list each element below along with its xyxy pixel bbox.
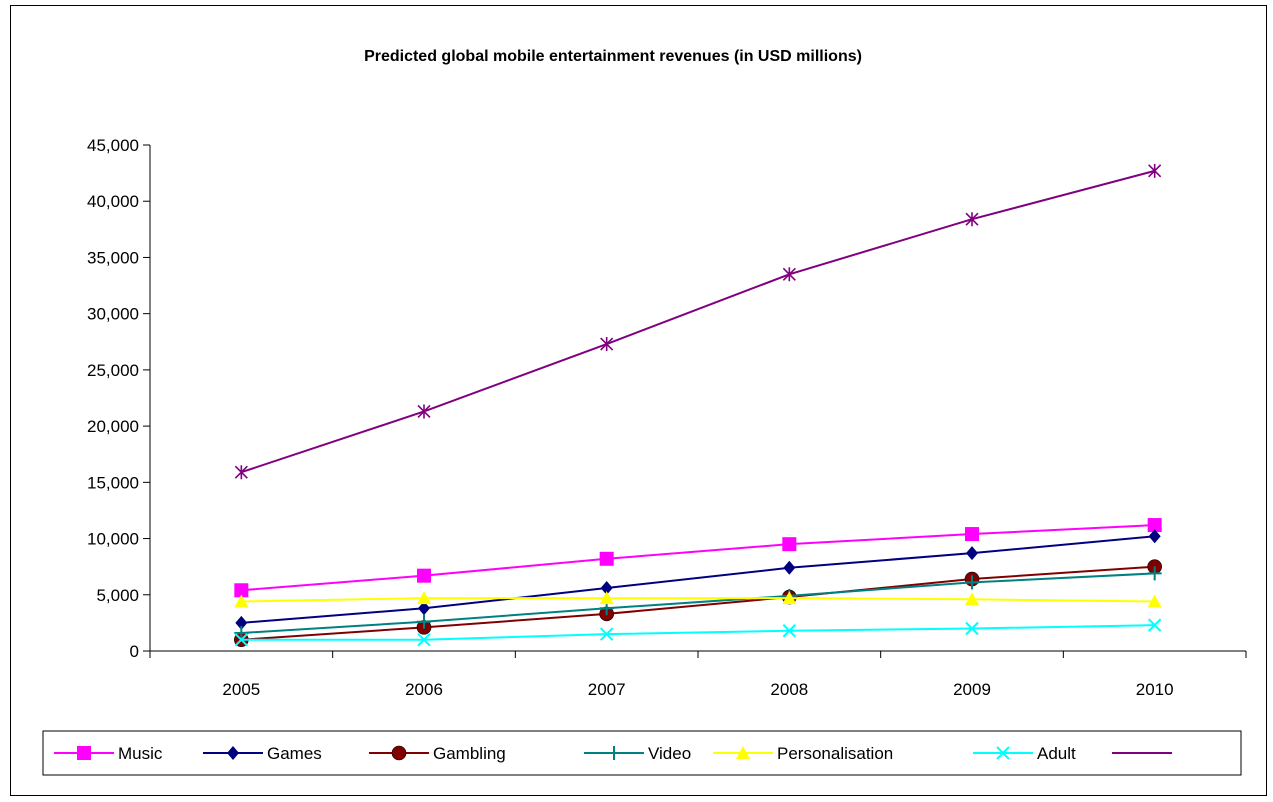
video-point [965,575,979,590]
line-chart: Predicted global mobile entertainment re… [42,48,1247,776]
legend: Music Games Gambling Video Personalisation Ad… [42,730,1242,776]
music-point [965,527,979,542]
video-point [417,614,431,629]
music-point [782,537,797,552]
legend-label: Gambling [433,744,506,763]
adult-line [241,624,1155,641]
series-7-point [965,212,979,227]
chart-frame: Predicted global mobile entertainment re… [10,5,1267,796]
personalisation-point [1147,594,1162,608]
series-7-point [234,465,248,480]
music-point [1147,518,1162,533]
games-point [418,601,430,616]
series-layer [234,163,1162,648]
chart-title: Predicted global mobile entertainment re… [364,48,862,65]
personalisation-point [417,591,431,605]
legend-label: Video [648,744,691,763]
y-tick-label: 30,000 [87,305,139,324]
y-tick-label: 45,000 [87,136,139,155]
x-tick-label: 2010 [1136,680,1174,699]
legend-swatch-marker [607,746,621,760]
video-point [1147,566,1162,581]
y-tick-label: 15,000 [87,473,139,492]
music-point [599,551,614,566]
adult-point [965,621,979,636]
music-point [234,583,249,598]
video-point [234,626,249,641]
legend-swatch-marker [227,746,239,760]
personalisation-point [599,591,614,605]
legend-label: Games [267,744,322,763]
x-tick-label: 2007 [588,680,626,699]
legend-swatch-marker [736,746,750,759]
games-point [783,560,796,575]
y-tick-label: 35,000 [87,248,139,267]
legend-label: Adult [1037,744,1076,763]
y-tick-label: 0 [130,642,139,661]
series-7-point [782,267,796,282]
y-tick-label: 10,000 [87,530,139,549]
series-7-point [417,404,431,419]
games-point [235,615,248,630]
x-tick-label: 2008 [770,680,808,699]
series-7-point [1148,163,1162,178]
games-series [235,529,1161,630]
adult-series [234,618,1162,647]
y-tick-label: 25,000 [87,361,139,380]
legend-item-gambling: Gambling [369,744,506,763]
legend-swatch-marker [391,745,407,761]
legend-item-video: Video [584,744,691,763]
games-point [966,546,978,561]
legend-item-games: Games [203,744,322,763]
adult-point [1147,618,1162,632]
legend-item-adult: Adult [973,744,1076,763]
axes: 0 5,000 10,000 15,000 20,000 25,000 30,000 35,0… [87,136,1247,699]
legend-label: Music [118,744,163,763]
x-tick-label: 2009 [953,680,991,699]
personalisation-point [782,591,797,605]
x-tick-label: 2006 [405,680,443,699]
music-series [234,518,1162,598]
legend-swatch-marker [77,746,91,760]
legend-label: Personalisation [777,744,893,763]
personalisation-point [965,592,979,606]
gambling-series [234,559,1162,648]
adult-point [599,627,614,641]
games-line [241,535,1155,624]
adult-point [417,633,431,647]
personalisation-line [241,597,1155,603]
personalisation-point [234,594,249,608]
music-line [241,524,1155,592]
x-tick-label: 2005 [222,680,260,699]
games-point [1148,529,1161,544]
gambling-line [241,565,1155,641]
personalisation-series [234,591,1162,608]
music-point [417,568,431,583]
adult-point [234,633,249,647]
video-series [234,566,1162,641]
series-7-series [234,163,1162,480]
legend-item-music: Music [54,744,163,763]
legend-item-personalisation: Personalisation [713,744,893,763]
games-point [600,581,613,596]
y-tick-label: 5,000 [96,586,139,605]
legend-swatch-marker [996,746,1010,760]
video-line [241,572,1155,635]
adult-point [782,624,797,638]
y-tick-label: 40,000 [87,192,139,211]
y-tick-label: 20,000 [87,417,139,436]
series-7-line [241,169,1155,474]
series-7-point [600,337,614,352]
